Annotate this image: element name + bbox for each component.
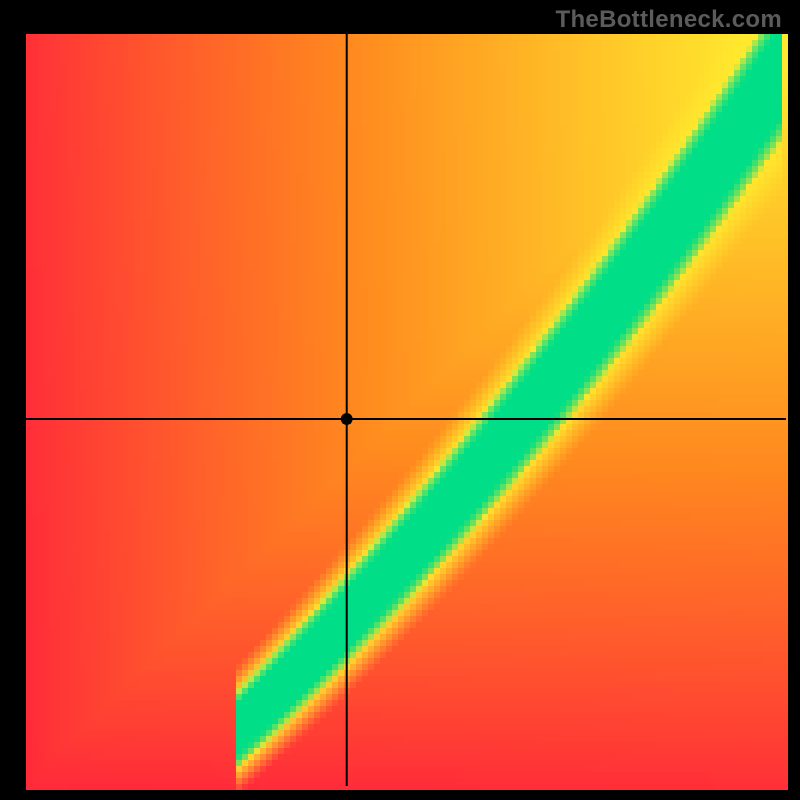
bottleneck-heatmap [0, 0, 800, 800]
chart-container: TheBottleneck.com [0, 0, 800, 800]
watermark-label: TheBottleneck.com [556, 6, 782, 34]
